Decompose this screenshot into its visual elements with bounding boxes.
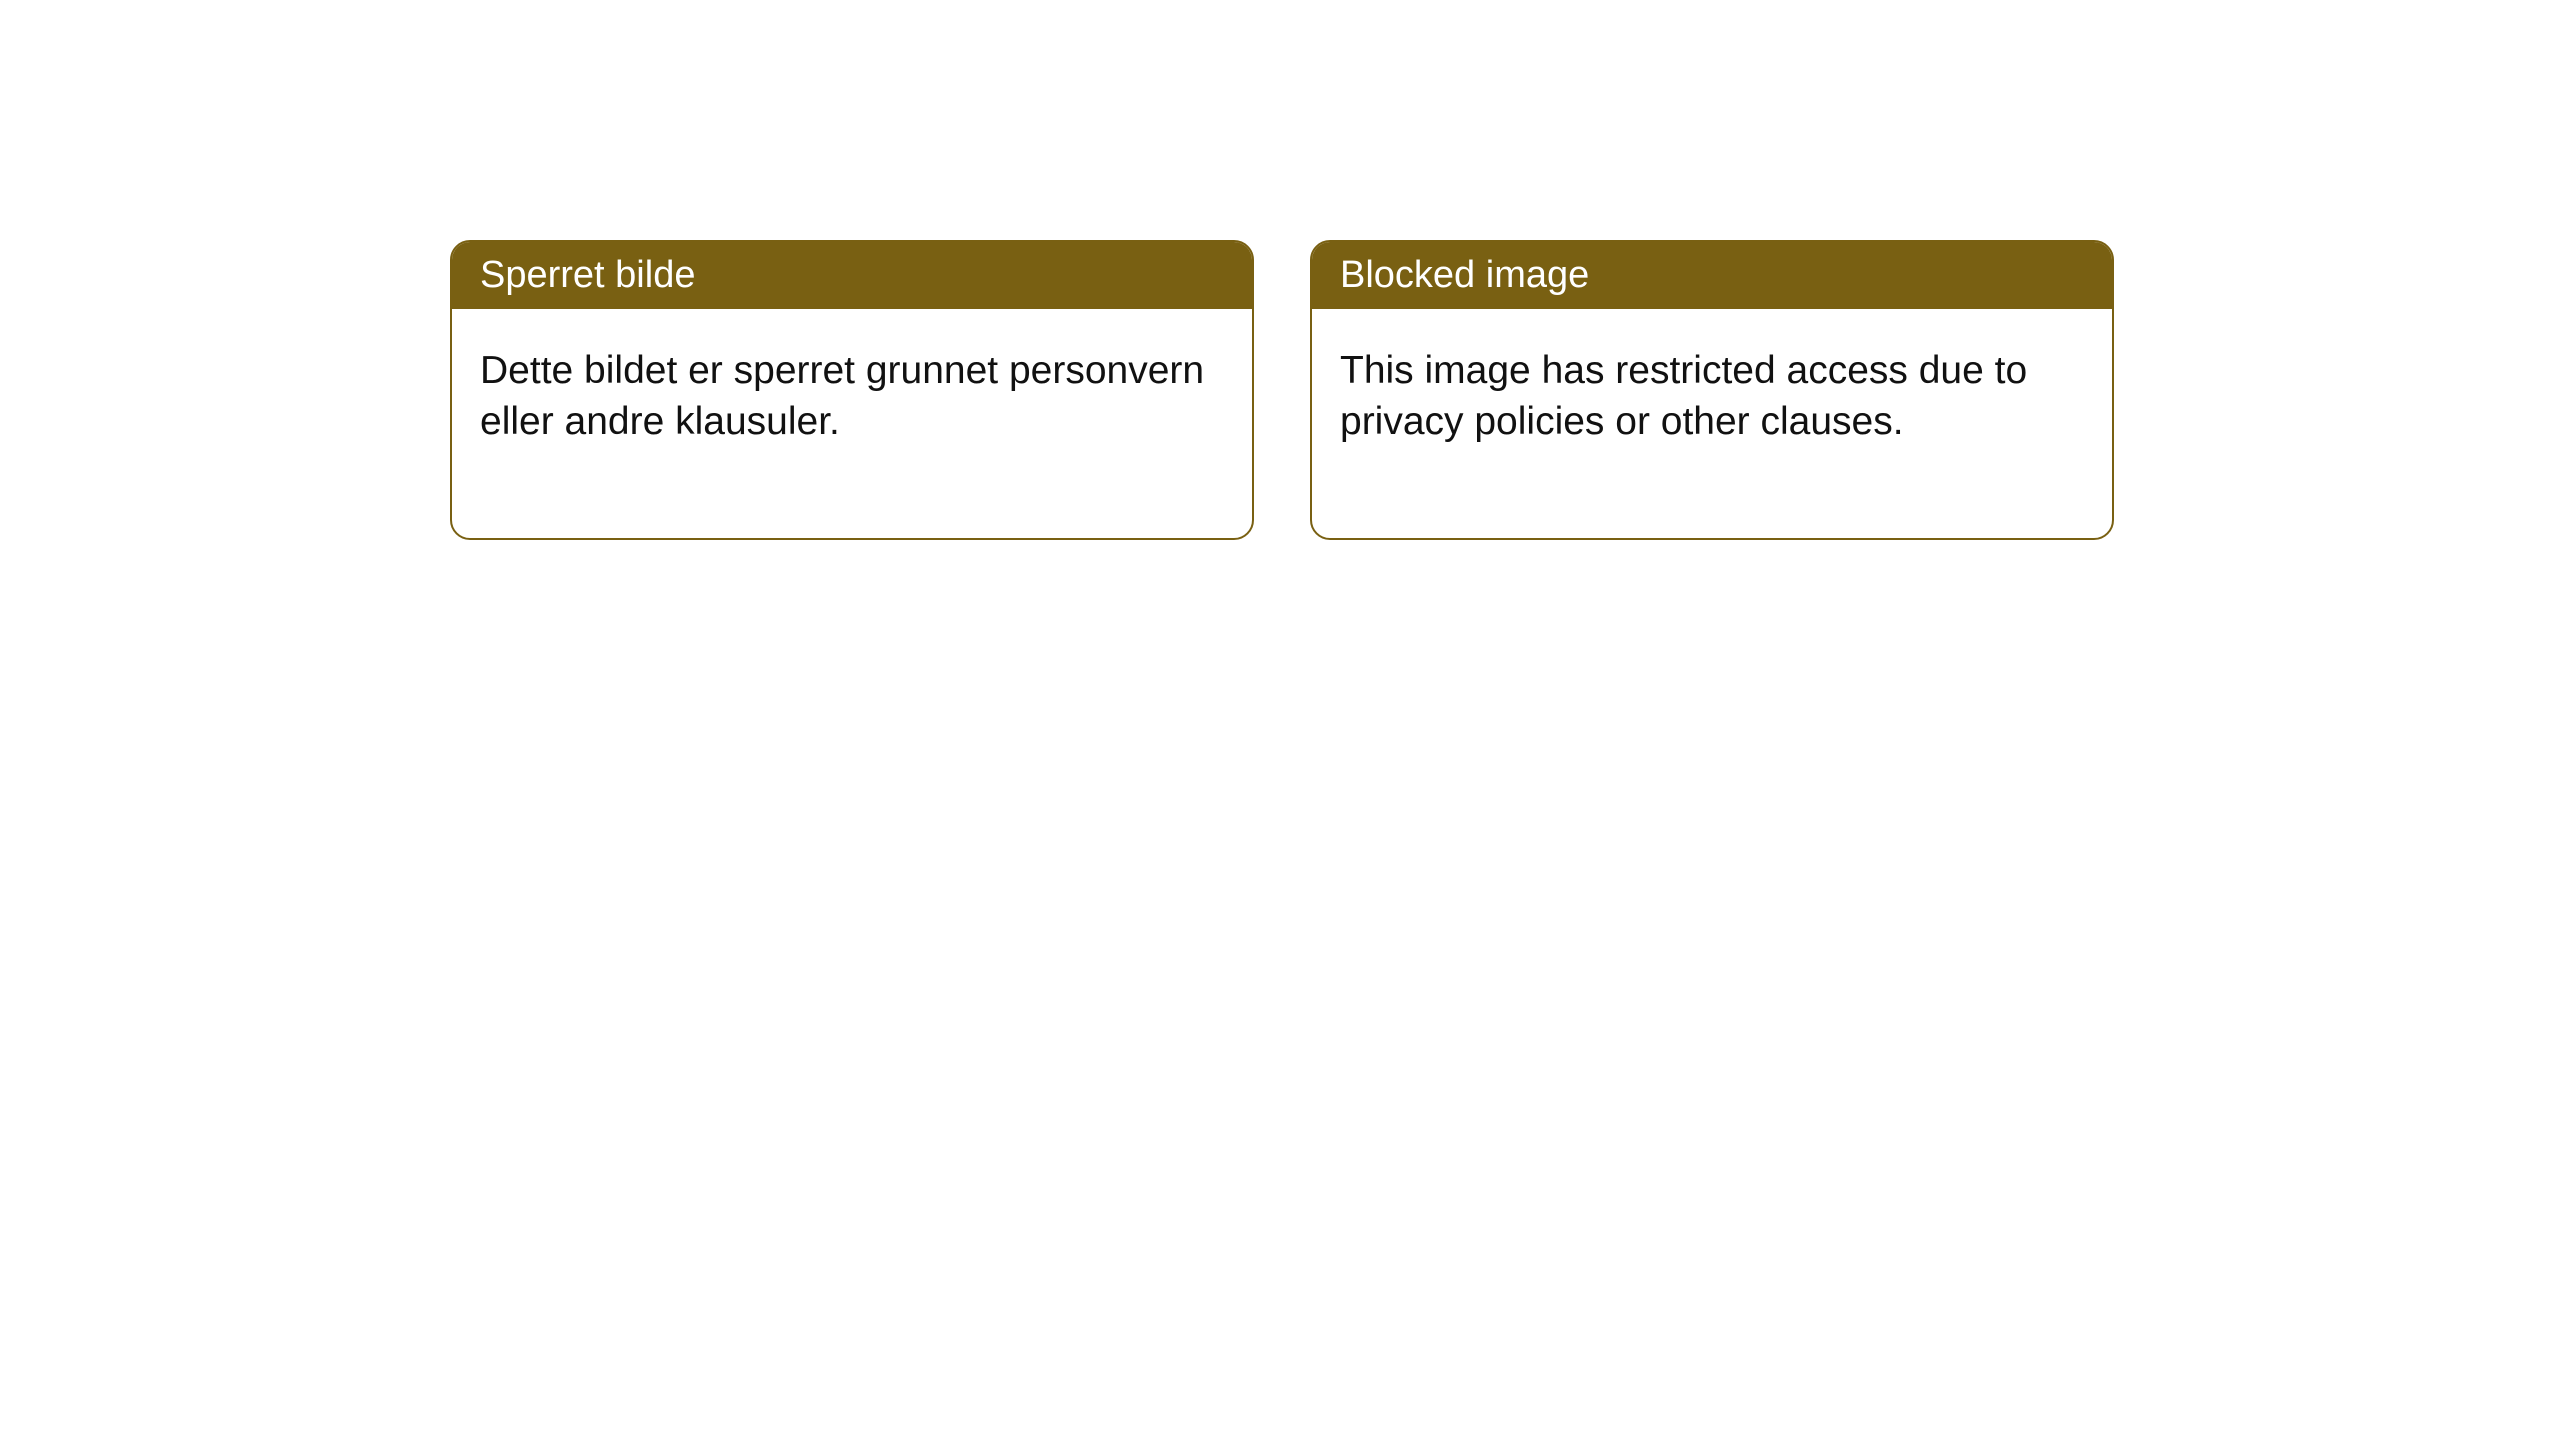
notice-message: Dette bildet er sperret grunnet personve… bbox=[480, 349, 1204, 443]
notice-body: Dette bildet er sperret grunnet personve… bbox=[452, 309, 1252, 538]
notice-title: Sperret bilde bbox=[480, 254, 695, 296]
notice-message: This image has restricted access due to … bbox=[1340, 349, 2027, 443]
notice-header: Blocked image bbox=[1312, 242, 2112, 309]
notice-card-norwegian: Sperret bilde Dette bildet er sperret gr… bbox=[450, 240, 1254, 540]
notice-title: Blocked image bbox=[1340, 254, 1589, 296]
notice-header: Sperret bilde bbox=[452, 242, 1252, 309]
notice-card-english: Blocked image This image has restricted … bbox=[1310, 240, 2114, 540]
notice-body: This image has restricted access due to … bbox=[1312, 309, 2112, 538]
notice-container: Sperret bilde Dette bildet er sperret gr… bbox=[0, 0, 2560, 540]
